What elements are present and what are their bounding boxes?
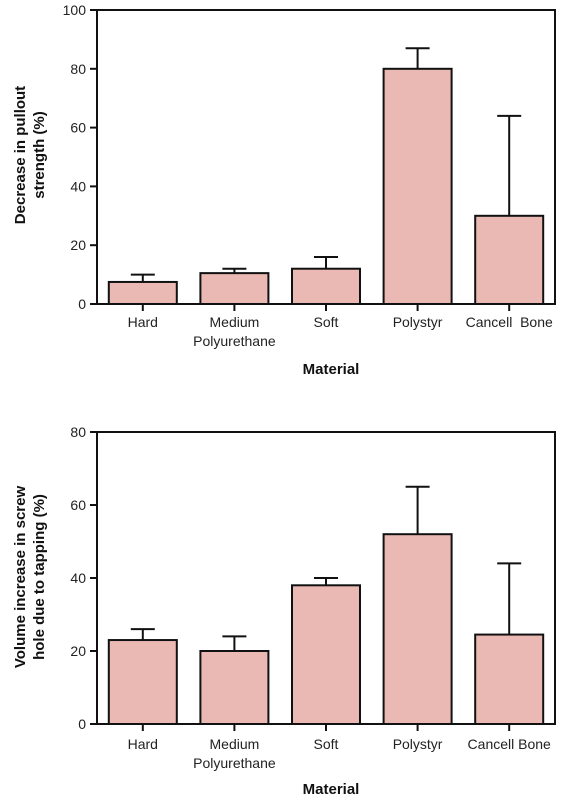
y-tick-label: 40 — [70, 570, 86, 586]
x-tick-label: Soft — [314, 736, 339, 752]
y-axis-title-line: Decrease in pullout — [12, 86, 29, 224]
bar — [107, 280, 178, 306]
y-axis-title-line: Volume increase in screw — [12, 486, 29, 669]
y-tick-label: 0 — [78, 296, 86, 312]
x-tick-label: Polystyr — [393, 736, 443, 752]
x-tick-label: Medium — [210, 314, 260, 330]
x-tick-label: Medium — [210, 736, 260, 752]
bar — [382, 67, 453, 305]
y-tick-label: 20 — [70, 237, 86, 253]
x-tick-label: Cancell Bone — [468, 736, 551, 752]
bar — [291, 267, 361, 305]
y-tick-label: 80 — [70, 424, 86, 440]
x-tick-label: Soft — [314, 314, 339, 330]
bar — [199, 650, 270, 725]
y-axis-title-line: strength (%) — [31, 111, 48, 199]
x-tick-label: Hard — [128, 736, 158, 752]
y-tick-label: 20 — [70, 643, 86, 659]
y-tick-label: 40 — [70, 178, 86, 194]
y-axis-title-line: hole due to tapping (%) — [31, 494, 48, 660]
y-tick-label: 0 — [78, 716, 86, 732]
bar — [107, 639, 178, 725]
x-tick-label: Hard — [128, 314, 158, 330]
y-tick-label: 80 — [70, 61, 86, 77]
chart-2: 0 20 40 60 80 Hard Medium Polyurethane Soft Polys… — [12, 424, 556, 798]
x-tick-label: Polystyr — [393, 314, 443, 330]
bar — [474, 214, 545, 305]
y-tick-label: 60 — [70, 497, 86, 513]
bar — [291, 584, 361, 725]
x-tick-label: Polyurethane — [193, 333, 276, 349]
y-axis-title: Decrease in pullout strength (%) — [12, 86, 48, 224]
bar — [199, 272, 270, 306]
y-axis-title: Volume increase in screw hole due to tapp… — [12, 486, 48, 669]
y-tick-label: 100 — [63, 2, 87, 18]
x-axis-title: Material — [303, 361, 360, 378]
bar — [382, 533, 453, 726]
bar — [474, 633, 545, 726]
x-tick-label: Cancell Bone — [466, 314, 553, 330]
y-tick-label: 60 — [70, 120, 86, 136]
x-tick-label: Polyurethane — [193, 755, 276, 771]
chart-1: 0 20 40 60 80 100 Hard Medium Polyurethane Soft Po… — [12, 2, 556, 378]
x-axis-title: Material — [303, 781, 360, 798]
